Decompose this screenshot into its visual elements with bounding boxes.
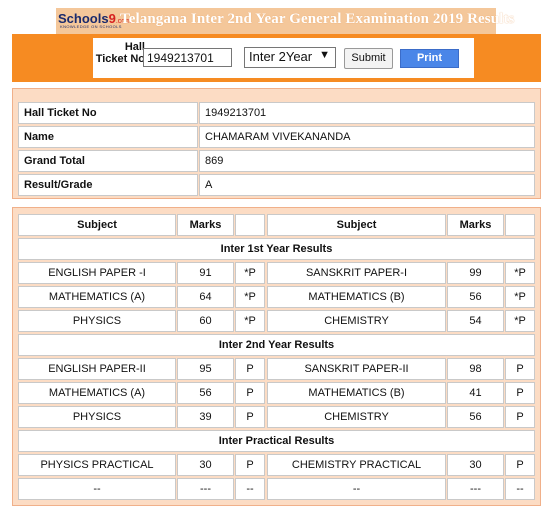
subject-cell: -- <box>267 478 446 500</box>
column-header: Subject <box>18 214 176 236</box>
column-header <box>235 214 265 236</box>
status-cell: P <box>505 382 535 404</box>
print-button[interactable]: Print <box>400 49 459 68</box>
hall-ticket-input[interactable] <box>143 48 232 67</box>
subject-cell: MATHEMATICS (B) <box>267 286 446 308</box>
marks-cell: 91 <box>177 262 234 284</box>
marks-cell: 39 <box>177 406 234 428</box>
logo-tagline: KNOWLEDGE ON SCHOOLS <box>60 24 122 29</box>
marks-cell: 30 <box>177 454 234 476</box>
search-form: Hall Ticket No Inter 2Year ▼ Submit Prin… <box>93 38 474 78</box>
subject-cell: PHYSICS PRACTICAL <box>18 454 176 476</box>
status-cell: P <box>235 358 265 380</box>
status-cell: P <box>235 454 265 476</box>
subject-cell: SANSKRIT PAPER-I <box>267 262 446 284</box>
status-cell: P <box>505 454 535 476</box>
column-header: Subject <box>267 214 446 236</box>
subject-cell: ENGLISH PAPER -I <box>18 262 176 284</box>
detail-label: Result/Grade <box>18 174 198 196</box>
year-select-value: Inter 2Year <box>249 49 313 64</box>
subject-cell: CHEMISTRY <box>267 406 446 428</box>
marks-cell: 56 <box>177 382 234 404</box>
marks-cell: 56 <box>447 286 504 308</box>
submit-button[interactable]: Submit <box>344 48 393 69</box>
section-title: Inter 1st Year Results <box>18 238 535 260</box>
marks-cell: 56 <box>447 406 504 428</box>
status-cell: *P <box>235 262 265 284</box>
subject-cell: PHYSICS <box>18 310 176 332</box>
status-cell: -- <box>235 478 265 500</box>
status-cell: P <box>505 406 535 428</box>
dropdown-arrow-icon: ▼ <box>319 49 330 61</box>
section-title: Inter Practical Results <box>18 430 535 452</box>
column-header: Marks <box>447 214 504 236</box>
subject-cell: SANSKRIT PAPER-II <box>267 358 446 380</box>
results-banner: Schools9.com KNOWLEDGE ON SCHOOLS Telang… <box>56 8 514 34</box>
subject-cell: PHYSICS <box>18 406 176 428</box>
logo-com: .com <box>115 18 131 25</box>
marks-cell: 95 <box>177 358 234 380</box>
status-cell: P <box>235 406 265 428</box>
marks-cell: 30 <box>447 454 504 476</box>
marks-cell: 41 <box>447 382 504 404</box>
section-title: Inter 2nd Year Results <box>18 334 535 356</box>
detail-label: Name <box>18 126 198 148</box>
logo-text: Schools <box>58 11 109 26</box>
status-cell: *P <box>505 286 535 308</box>
status-cell: *P <box>505 262 535 284</box>
marks-cell: 64 <box>177 286 234 308</box>
marks-cell: --- <box>177 478 234 500</box>
subject-cell: MATHEMATICS (A) <box>18 286 176 308</box>
detail-value: CHAMARAM VIVEKANANDA <box>199 126 535 148</box>
status-cell: *P <box>235 310 265 332</box>
status-cell: *P <box>505 310 535 332</box>
marks-cell: 98 <box>447 358 504 380</box>
detail-value: A <box>199 174 535 196</box>
logo-nine: 9 <box>108 11 116 26</box>
hall-ticket-label: Hall Ticket No <box>95 41 145 65</box>
search-bar: Hall Ticket No Inter 2Year ▼ Submit Prin… <box>12 34 541 82</box>
status-cell: P <box>505 358 535 380</box>
marks-cell: 54 <box>447 310 504 332</box>
subject-cell: CHEMISTRY <box>267 310 446 332</box>
column-header <box>505 214 535 236</box>
marks-cell: --- <box>447 478 504 500</box>
subject-cell: MATHEMATICS (A) <box>18 382 176 404</box>
status-cell: -- <box>505 478 535 500</box>
subject-cell: ENGLISH PAPER-II <box>18 358 176 380</box>
page-title: Telangana Inter 2nd Year General Examina… <box>120 11 515 27</box>
detail-value: 869 <box>199 150 535 172</box>
detail-value: 1949213701 <box>199 102 535 124</box>
year-select[interactable]: Inter 2Year ▼ <box>244 47 336 68</box>
detail-label: Hall Ticket No <box>18 102 198 124</box>
subject-cell: -- <box>18 478 176 500</box>
status-cell: *P <box>235 286 265 308</box>
status-cell: P <box>235 382 265 404</box>
subject-cell: CHEMISTRY PRACTICAL <box>267 454 446 476</box>
subject-cell: MATHEMATICS (B) <box>267 382 446 404</box>
marks-cell: 99 <box>447 262 504 284</box>
marks-cell: 60 <box>177 310 234 332</box>
detail-label: Grand Total <box>18 150 198 172</box>
column-header: Marks <box>177 214 234 236</box>
